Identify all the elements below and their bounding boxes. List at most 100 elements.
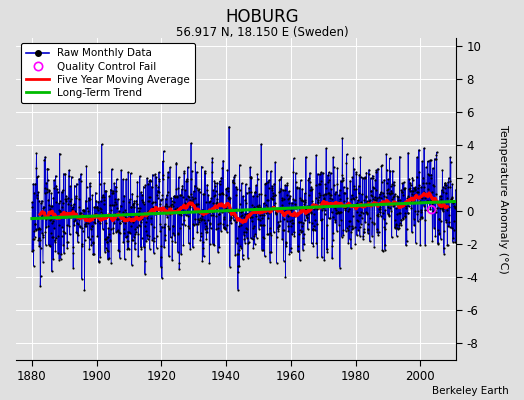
Point <box>357 215 366 221</box>
Point <box>328 242 336 249</box>
Point <box>157 224 166 230</box>
Point <box>113 215 122 222</box>
Point <box>316 217 325 224</box>
Point <box>118 218 126 224</box>
Point <box>382 151 390 157</box>
Point <box>290 229 298 236</box>
Point <box>219 221 227 227</box>
Point <box>174 230 182 236</box>
Point <box>62 192 70 199</box>
Point <box>115 220 124 226</box>
Point <box>390 224 399 231</box>
Point <box>224 184 232 191</box>
Point <box>133 193 141 199</box>
Point <box>248 225 257 231</box>
Point <box>210 178 219 184</box>
Point <box>398 188 406 195</box>
Point <box>373 212 381 219</box>
Point <box>75 196 83 202</box>
Point <box>203 229 212 235</box>
Point <box>434 240 442 247</box>
Point <box>107 260 115 266</box>
Point <box>197 217 205 223</box>
Point <box>295 230 303 237</box>
Point <box>430 197 438 204</box>
Point <box>282 240 290 246</box>
Point <box>39 205 48 212</box>
Point <box>64 200 72 207</box>
Legend: Raw Monthly Data, Quality Control Fail, Five Year Moving Average, Long-Term Tren: Raw Monthly Data, Quality Control Fail, … <box>21 43 195 103</box>
Point <box>267 168 275 174</box>
Point <box>139 184 148 190</box>
Point <box>120 214 128 221</box>
Point <box>250 204 258 210</box>
Point <box>419 180 427 186</box>
Point <box>308 198 316 204</box>
Point <box>330 202 338 208</box>
Point <box>301 205 310 212</box>
Point <box>90 216 99 222</box>
Point <box>347 192 356 198</box>
Point <box>351 224 359 230</box>
Point <box>42 189 51 195</box>
Point <box>78 242 86 249</box>
Point <box>28 248 36 254</box>
Point <box>223 185 231 192</box>
Point <box>340 190 348 196</box>
Point <box>348 223 356 229</box>
Point <box>298 228 306 234</box>
Point <box>45 202 53 208</box>
Point <box>399 216 407 222</box>
Point <box>296 227 304 234</box>
Point <box>249 193 257 199</box>
Point <box>303 226 312 232</box>
Point <box>340 204 348 210</box>
Point <box>251 230 259 237</box>
Point <box>305 178 314 185</box>
Point <box>82 163 91 169</box>
Point <box>348 174 356 180</box>
Point <box>46 216 54 222</box>
Point <box>428 196 436 202</box>
Point <box>67 213 75 220</box>
Point <box>393 193 401 199</box>
Point <box>355 172 364 178</box>
Point <box>256 222 265 228</box>
Point <box>386 205 395 211</box>
Point <box>328 196 336 202</box>
Point <box>372 197 380 203</box>
Point <box>447 196 455 202</box>
Point <box>429 165 437 171</box>
Point <box>123 246 132 252</box>
Point <box>209 200 217 206</box>
Point <box>281 274 290 280</box>
Point <box>255 191 264 197</box>
Point <box>146 177 154 183</box>
Point <box>80 207 88 214</box>
Point <box>176 224 184 231</box>
Point <box>334 201 342 207</box>
Point <box>260 235 268 241</box>
Point <box>312 182 320 188</box>
Point <box>416 198 424 205</box>
Point <box>195 210 203 216</box>
Point <box>279 187 287 193</box>
Point <box>190 222 198 228</box>
Point <box>395 222 403 228</box>
Point <box>400 213 409 220</box>
Point <box>161 196 170 202</box>
Point <box>132 212 140 218</box>
Point <box>182 178 190 184</box>
Point <box>432 152 441 158</box>
Point <box>40 204 48 210</box>
Point <box>170 232 178 238</box>
Point <box>239 231 248 238</box>
Point <box>273 205 281 212</box>
Point <box>293 248 302 254</box>
Point <box>202 236 211 242</box>
Point <box>189 196 198 202</box>
Point <box>128 190 136 197</box>
Point <box>389 193 398 200</box>
Point <box>443 242 452 248</box>
Point <box>410 222 418 228</box>
